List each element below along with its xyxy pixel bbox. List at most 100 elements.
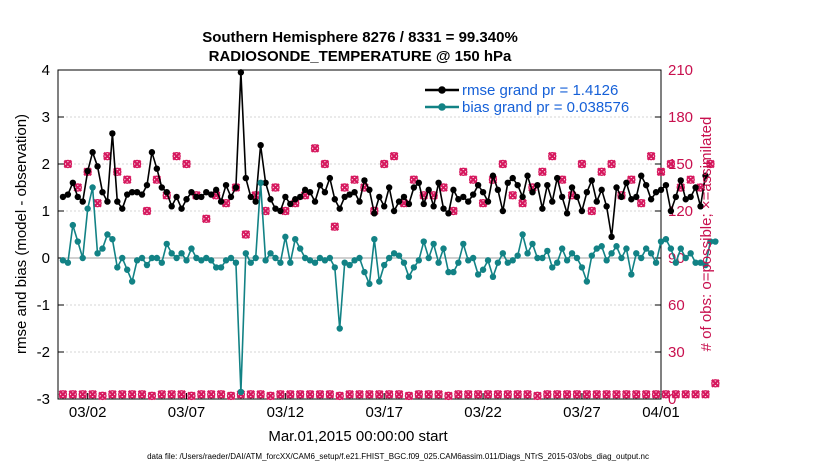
obs-possible-point xyxy=(582,390,592,399)
rmse-point xyxy=(203,189,210,196)
bias-point xyxy=(707,238,714,245)
bias-point xyxy=(613,243,620,250)
obs-possible-point xyxy=(706,159,715,169)
obs-possible-point xyxy=(651,390,661,399)
obs-possible-point xyxy=(384,390,394,399)
obs-assimilated-point xyxy=(414,390,424,399)
obs-assimilated-point xyxy=(607,159,616,169)
obs-possible-point xyxy=(305,390,315,399)
rmse-point xyxy=(296,193,304,201)
y2-tick-label: 150 xyxy=(668,156,693,173)
obs-assimilated-point xyxy=(459,167,468,177)
rmse-point xyxy=(534,181,541,189)
obs-possible-point xyxy=(355,390,364,399)
obs-assimilated-point xyxy=(552,390,562,399)
chart-title-line1: Southern Hemisphere 8276 / 8331 = 99.340… xyxy=(202,29,518,46)
bias-point xyxy=(519,231,526,238)
bias-point xyxy=(489,273,497,280)
rmse-point xyxy=(282,193,289,201)
obs-assimilated-point xyxy=(592,390,602,399)
rmse-point xyxy=(499,207,507,215)
obs-assimilated-point xyxy=(508,191,517,200)
obs-assimilated-point xyxy=(197,390,206,399)
obs-possible-point xyxy=(641,390,651,399)
obs-possible-point xyxy=(202,214,211,224)
obs-assimilated-point xyxy=(706,159,715,169)
obs-possible-point xyxy=(389,151,399,161)
bias-point xyxy=(588,252,596,259)
rmse-point xyxy=(79,198,86,205)
rmse-point xyxy=(573,193,581,201)
bias-point xyxy=(222,257,230,264)
obs-possible-point xyxy=(483,390,493,399)
bias-point xyxy=(529,240,536,248)
bias-point xyxy=(366,280,373,288)
bias-point xyxy=(282,233,289,241)
rmse-point xyxy=(59,193,67,201)
rmse-point xyxy=(133,189,141,196)
rmse-point xyxy=(633,193,640,201)
rmse-point xyxy=(267,196,274,203)
obs-possible-point xyxy=(701,390,710,399)
bias-point xyxy=(672,259,680,266)
bias-point xyxy=(227,254,235,262)
obs-possible-point xyxy=(676,183,685,192)
rmse-point xyxy=(519,193,526,201)
obs-possible-point xyxy=(58,390,68,399)
bias-point xyxy=(494,259,502,266)
obs-assimilated-point xyxy=(315,390,325,399)
rmse-point xyxy=(114,198,121,205)
bias-point xyxy=(331,264,338,271)
bias-point xyxy=(415,257,423,264)
rmse-point xyxy=(460,193,467,201)
bias-point xyxy=(371,236,378,243)
obs-assimilated-point xyxy=(355,390,364,399)
y-axis-ticks: -3 -2 -1 0 1 2 3 4 xyxy=(37,62,64,408)
rmse-point xyxy=(232,184,240,191)
obs-possible-point xyxy=(380,159,389,169)
rmse-point xyxy=(514,181,521,189)
obs-possible-point xyxy=(197,390,206,399)
rmse-point xyxy=(697,203,704,210)
bias-point xyxy=(272,254,279,262)
obs-assimilated-point xyxy=(172,151,181,161)
bias-point xyxy=(89,184,96,191)
obs-assimilated-point xyxy=(686,175,695,184)
bias-point xyxy=(296,245,304,252)
obs-assimilated-point xyxy=(78,390,87,399)
rmse-point xyxy=(702,172,709,179)
obs-possible-point xyxy=(444,391,453,401)
legend-box xyxy=(422,80,652,116)
series-lines xyxy=(59,69,719,396)
rmse-point xyxy=(331,196,338,203)
rmse-point xyxy=(395,198,403,205)
rmse-point xyxy=(138,191,146,198)
rmse-point xyxy=(455,196,462,203)
obs-possible-point xyxy=(424,390,433,399)
rmse-point xyxy=(153,165,161,172)
obs-possible-point xyxy=(216,390,226,399)
obs-assimilated-point xyxy=(335,391,345,401)
bias-point xyxy=(568,250,576,257)
rmse-point xyxy=(99,189,106,196)
rmse-point xyxy=(484,198,492,205)
obs-assimilated-point xyxy=(177,390,186,399)
y2-tick-label: 60 xyxy=(668,297,685,314)
rmse-point xyxy=(198,193,205,201)
bias-point xyxy=(578,264,586,271)
legend: rmse grand pr = 1.4126 bias grand pr = 0… xyxy=(422,80,652,116)
bias-point xyxy=(499,250,507,257)
rmse-point xyxy=(603,203,610,210)
rmse-point xyxy=(173,193,180,201)
rmse-point xyxy=(119,205,126,212)
bias-point xyxy=(628,271,635,278)
obs-possible-point xyxy=(182,159,191,169)
rmse-point xyxy=(672,193,680,201)
rmse-point xyxy=(262,179,269,186)
rmse-point xyxy=(109,130,116,137)
x-axis-label: Mar.01,2015 00:00:00 start xyxy=(268,428,448,445)
bias-point xyxy=(267,250,274,257)
obs-assimilated-point xyxy=(587,206,597,216)
bias-point xyxy=(237,388,245,396)
bias-point xyxy=(123,266,131,273)
